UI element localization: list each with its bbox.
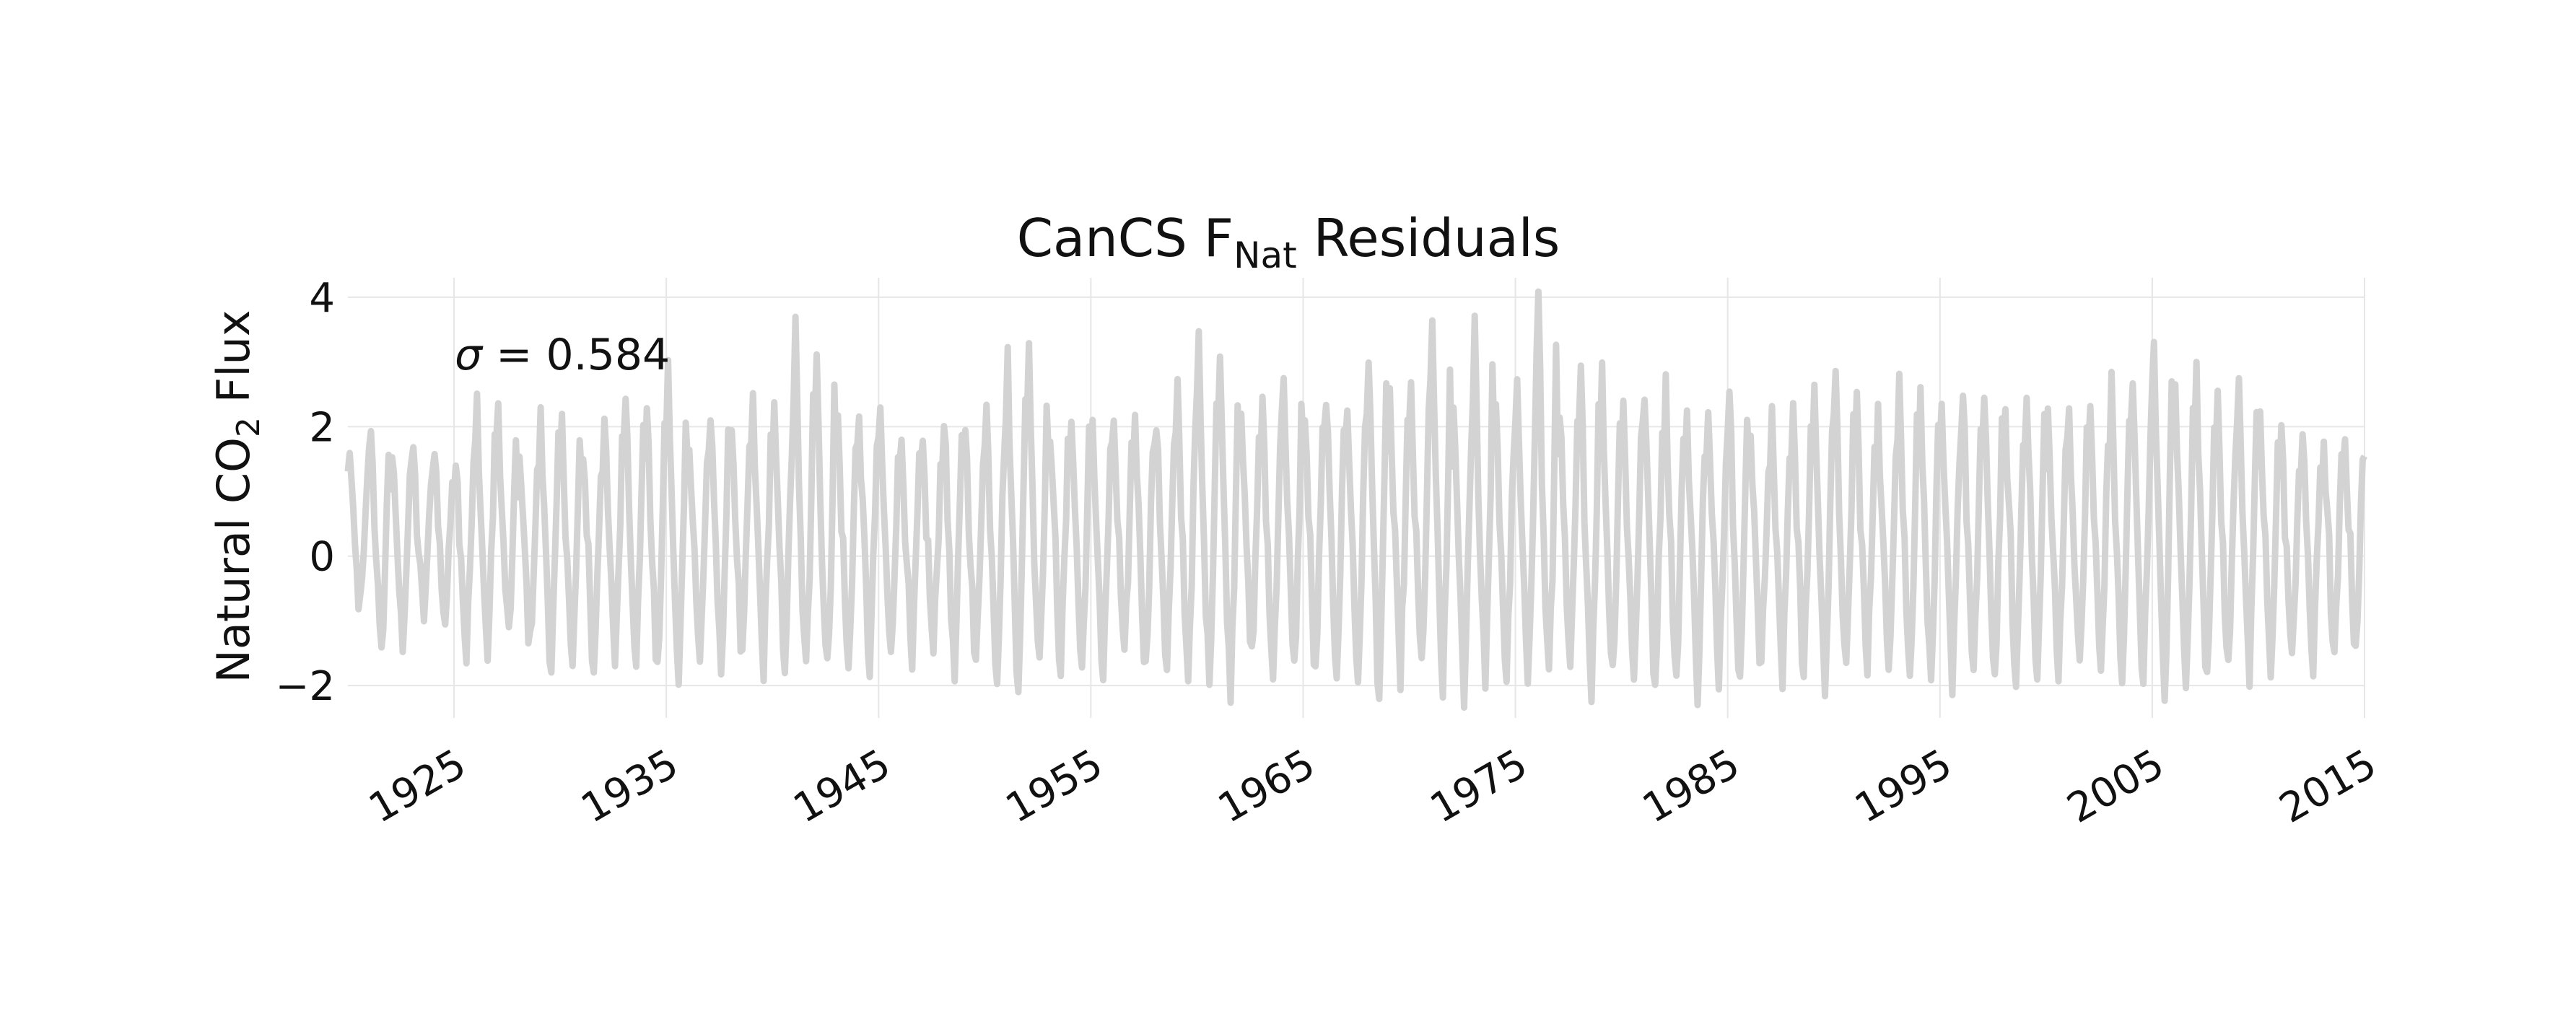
chart-title-prefix: CanCS F <box>1017 208 1234 268</box>
x-tick-label: 1945 <box>786 740 899 833</box>
plot-area <box>344 288 2367 711</box>
y-axis: −2 0 2 4 <box>275 275 335 710</box>
chart-title-subscript: Nat <box>1234 235 1297 276</box>
y-axis-label-subscript: 2 <box>230 417 267 437</box>
sigma-symbol: σ <box>455 330 484 380</box>
chart-title: CanCS FNat Residuals <box>1017 208 1560 276</box>
y-tick-label: 4 <box>309 275 335 322</box>
x-tick-label: 1955 <box>998 740 1111 833</box>
x-tick-label: 1965 <box>1210 740 1323 833</box>
x-tick-label: 1995 <box>1847 740 1960 833</box>
x-tick-label: 1925 <box>362 740 474 833</box>
y-tick-label: −2 <box>275 663 335 710</box>
y-axis-label-suffix: Flux <box>207 310 260 417</box>
y-axis-label: Natural CO2 Flux <box>207 310 267 683</box>
x-tick-label: 2015 <box>2271 740 2384 833</box>
y-tick-label: 2 <box>309 404 335 451</box>
x-tick-label: 2005 <box>2059 740 2172 833</box>
sigma-value: = 0.584 <box>482 330 670 380</box>
x-tick-label: 1935 <box>574 740 686 833</box>
x-tick-label: 1975 <box>1423 740 1535 833</box>
y-tick-label: 0 <box>309 534 335 581</box>
series-line <box>344 288 2367 711</box>
y-axis-label-prefix: Natural CO <box>207 437 260 683</box>
x-axis: 1925 1935 1945 1955 1965 1975 1985 1995 2005 2015 <box>362 740 2385 833</box>
chart-title-suffix: Residuals <box>1297 208 1560 268</box>
sigma-annotation: σ = 0.584 <box>455 330 670 380</box>
x-tick-label: 1985 <box>1635 740 1747 833</box>
